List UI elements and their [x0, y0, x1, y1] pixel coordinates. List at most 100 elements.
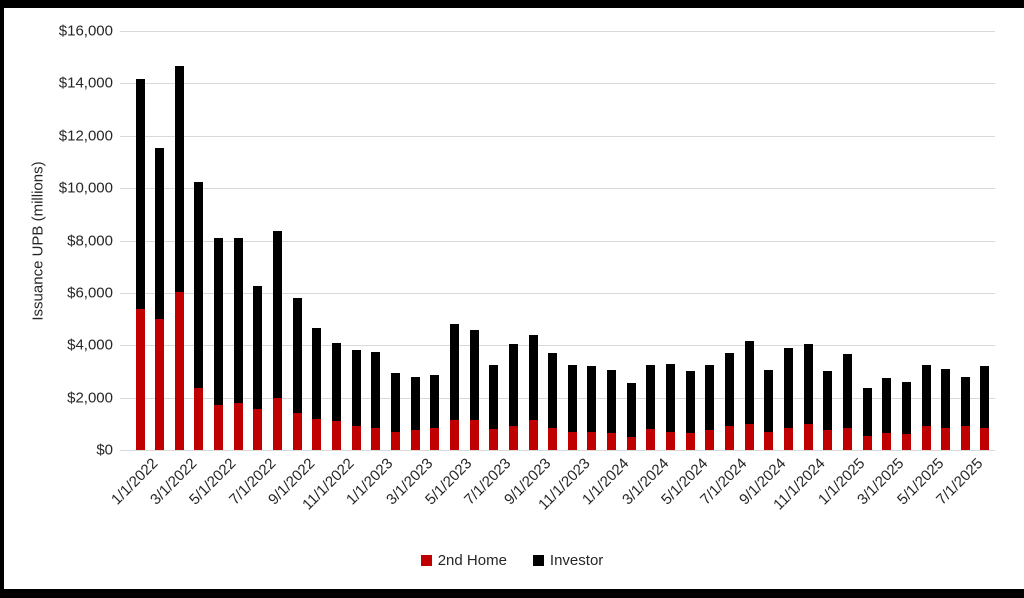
- bar-segment-2nd-home: [646, 429, 656, 450]
- bar-segment-investor: [528, 334, 538, 420]
- bar-segment-investor: [921, 364, 931, 427]
- bar-segment-investor: [174, 66, 184, 292]
- bar-2-1-2022: [155, 147, 165, 450]
- bar-12-1-2022: [351, 350, 361, 450]
- y-tick-label: $4,000: [67, 336, 113, 354]
- bar-segment-2nd-home: [607, 432, 617, 450]
- bar-segment-2nd-home: [489, 429, 499, 450]
- bar-10-1-2024: [783, 347, 793, 450]
- bar-segment-2nd-home: [803, 423, 813, 450]
- bar-segment-investor: [410, 376, 420, 431]
- bar-segment-investor: [960, 376, 970, 427]
- bar-segment-2nd-home: [469, 419, 479, 450]
- bar-4-1-2025: [901, 381, 911, 450]
- legend-swatch-icon: [532, 555, 544, 566]
- bar-3-1-2024: [646, 364, 656, 450]
- y-tick-label: $6,000: [67, 284, 113, 302]
- bar-7-1-2024: [725, 353, 734, 450]
- bar-3-1-2023: [410, 376, 420, 450]
- bar-segment-investor: [253, 286, 263, 410]
- bar-segment-investor: [351, 350, 361, 427]
- frame-border-left: [0, 0, 4, 598]
- bar-segment-investor: [980, 366, 990, 428]
- bar-segment-2nd-home: [725, 426, 734, 450]
- bar-segment-2nd-home: [410, 430, 420, 450]
- bar-segment-investor: [823, 371, 833, 431]
- bar-segment-2nd-home: [960, 426, 970, 450]
- bar-segment-investor: [941, 368, 951, 428]
- legend-swatch-icon: [420, 555, 432, 566]
- bar-3-1-2022: [174, 66, 184, 450]
- bar-segment-2nd-home: [941, 427, 951, 450]
- bar-segment-investor: [332, 342, 341, 422]
- gridline: [120, 240, 995, 242]
- bar-segment-2nd-home: [980, 427, 990, 450]
- bar-segment-investor: [842, 354, 852, 428]
- bar-segment-2nd-home: [253, 409, 263, 450]
- bar-10-1-2022: [312, 328, 322, 450]
- bar-segment-investor: [744, 341, 754, 424]
- bar-segment-investor: [803, 343, 813, 424]
- bar-segment-2nd-home: [921, 426, 931, 450]
- bar-9-1-2024: [764, 370, 774, 450]
- bar-segment-investor: [548, 353, 558, 428]
- bar-segment-2nd-home: [626, 436, 636, 450]
- bar-segment-investor: [607, 370, 617, 433]
- y-tick-label: $0: [96, 441, 113, 459]
- bar-segment-2nd-home: [214, 405, 224, 450]
- bar-8-1-2024: [744, 341, 754, 450]
- bar-segment-2nd-home: [174, 291, 184, 450]
- bar-segment-2nd-home: [705, 430, 715, 450]
- bar-7-1-2025: [960, 376, 970, 450]
- bar-4-1-2024: [666, 363, 676, 450]
- bar-segment-investor: [567, 364, 577, 432]
- frame-border-top: [0, 0, 1024, 8]
- bar-segment-investor: [882, 377, 892, 433]
- bar-segment-2nd-home: [901, 434, 911, 450]
- bar-6-1-2022: [233, 237, 243, 450]
- bar-segment-investor: [489, 364, 499, 430]
- chart-legend: 2nd Home Investor: [0, 552, 1024, 569]
- y-tick-label: $8,000: [67, 232, 113, 249]
- gridline: [120, 83, 995, 85]
- y-tick-label: $12,000: [58, 127, 113, 145]
- bar-4-1-2023: [430, 375, 440, 450]
- bar-segment-2nd-home: [194, 388, 204, 450]
- bar-4-1-2022: [194, 181, 204, 450]
- bar-11-1-2023: [567, 364, 577, 450]
- bar-segment-2nd-home: [390, 431, 400, 450]
- bar-segment-2nd-home: [371, 427, 381, 450]
- bar-segment-investor: [508, 343, 518, 427]
- bar-segment-2nd-home: [548, 427, 558, 450]
- bar-11-1-2024: [803, 343, 813, 450]
- bar-segment-investor: [135, 79, 145, 309]
- bar-segment-2nd-home: [292, 413, 302, 450]
- bar-segment-2nd-home: [842, 427, 852, 450]
- bar-2-1-2024: [626, 383, 636, 450]
- bar-segment-2nd-home: [273, 397, 283, 450]
- bar-12-1-2024: [823, 371, 833, 450]
- bar-segment-investor: [273, 231, 283, 398]
- gridline: [120, 397, 995, 399]
- y-tick-label: $2,000: [67, 389, 113, 407]
- bar-segment-investor: [646, 364, 656, 430]
- bar-5-1-2022: [214, 237, 224, 450]
- bar-1-1-2024: [607, 370, 617, 450]
- bar-5-1-2023: [449, 324, 459, 450]
- bar-segment-investor: [312, 328, 322, 419]
- gridline: [120, 135, 995, 137]
- bar-2-1-2025: [862, 388, 872, 450]
- bar-segment-investor: [666, 363, 676, 432]
- bar-segment-investor: [233, 237, 243, 403]
- bar-segment-2nd-home: [666, 431, 676, 450]
- bar-segment-investor: [292, 298, 302, 414]
- bar-9-1-2023: [528, 334, 538, 450]
- bar-segment-2nd-home: [528, 419, 538, 450]
- bar-segment-investor: [449, 324, 459, 420]
- legend-label: 2nd Home: [437, 552, 507, 569]
- bar-segment-2nd-home: [882, 432, 892, 450]
- bar-5-1-2024: [685, 371, 695, 450]
- gridline: [120, 292, 995, 294]
- bar-segment-2nd-home: [783, 427, 793, 450]
